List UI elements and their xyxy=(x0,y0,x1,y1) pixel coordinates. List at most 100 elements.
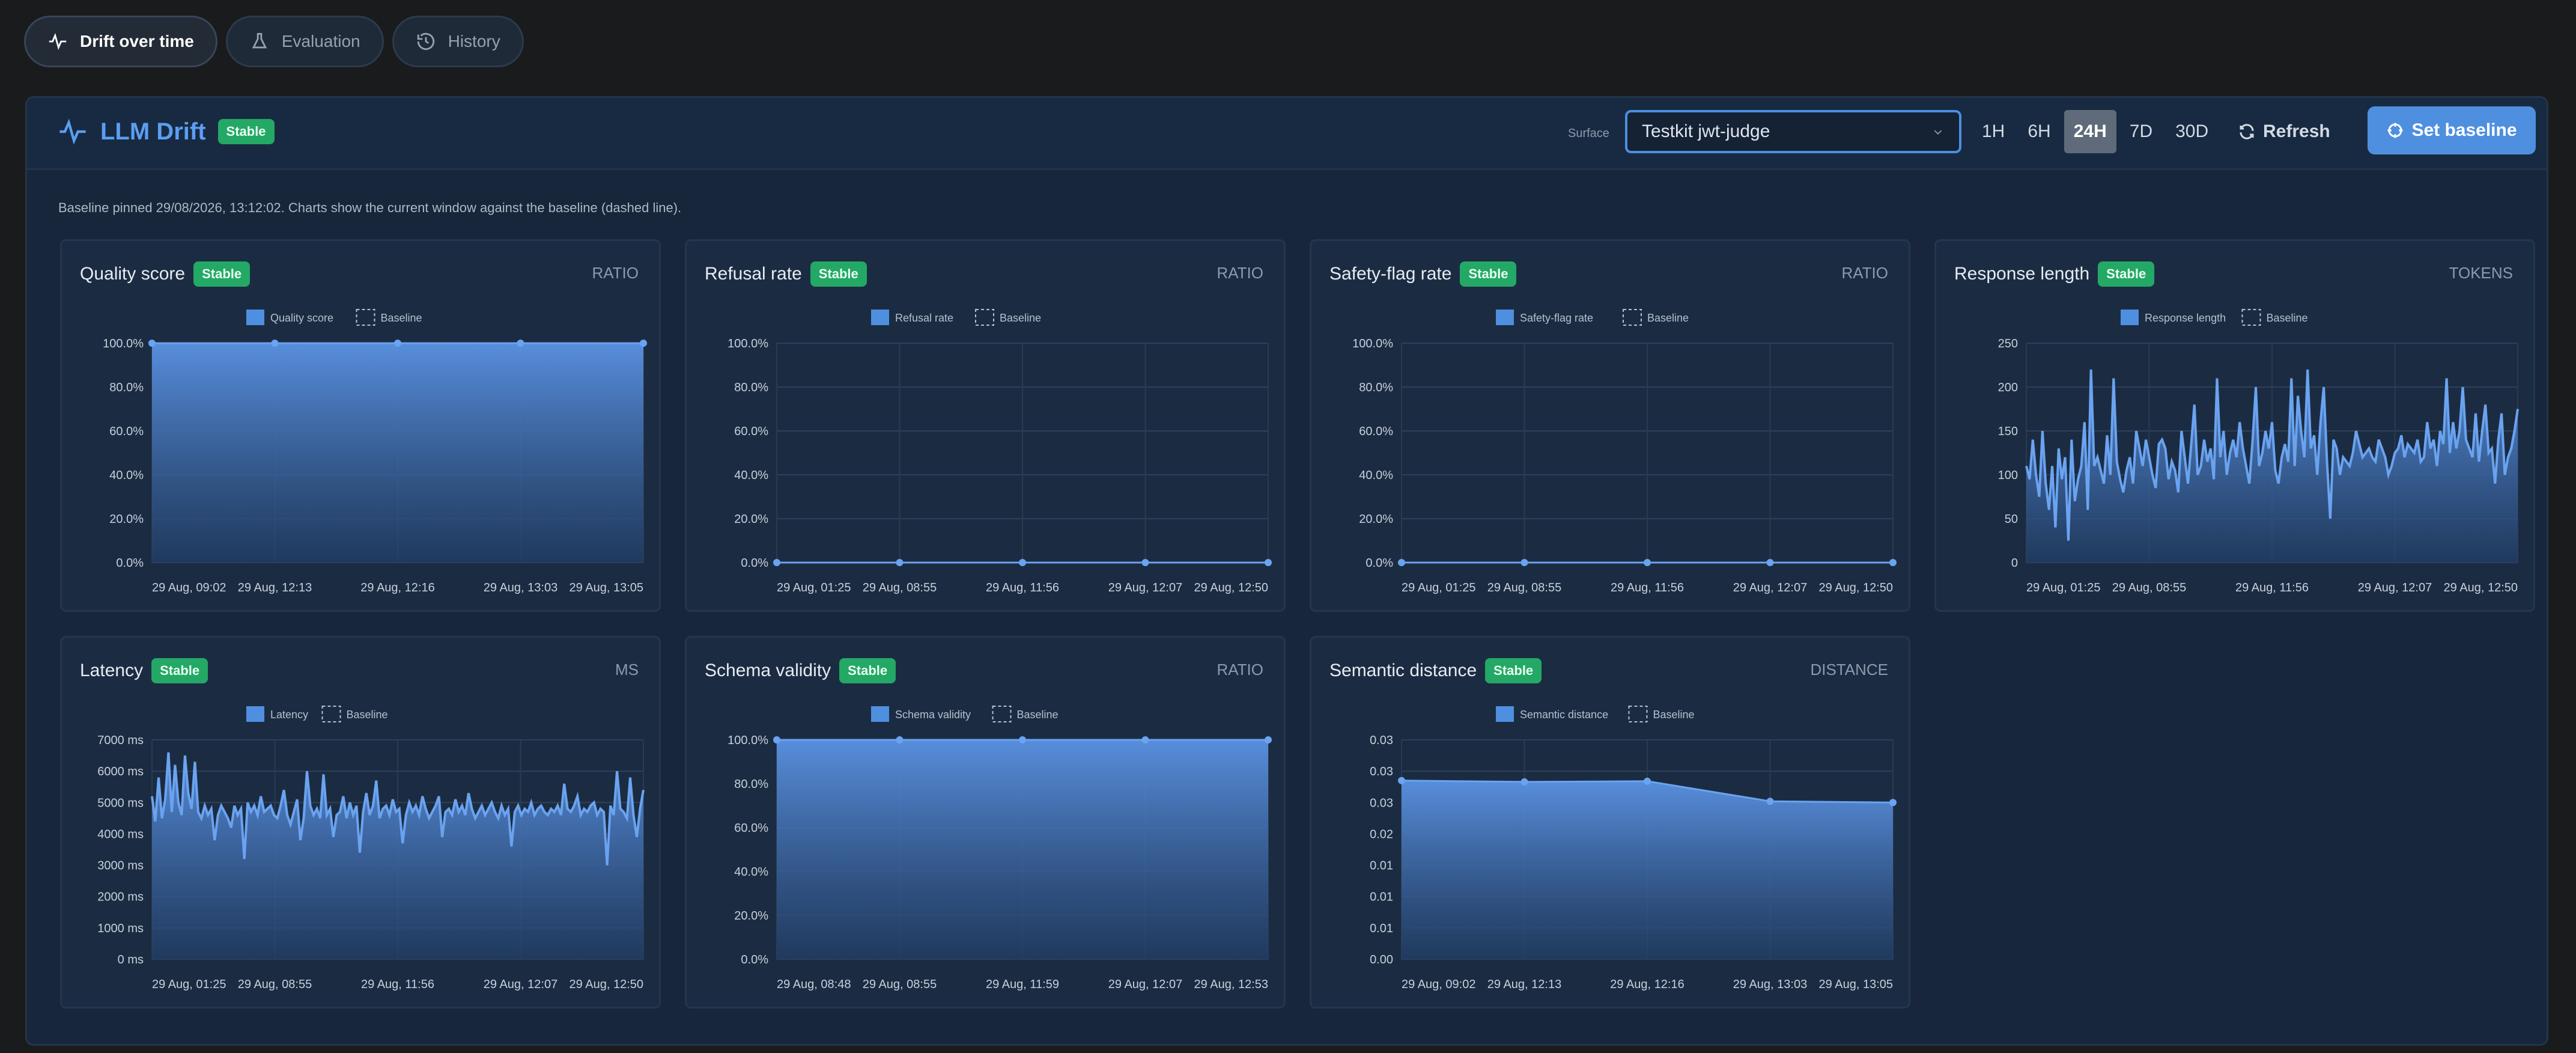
data-point xyxy=(1520,778,1528,786)
series-area xyxy=(1402,780,1893,959)
data-point xyxy=(1766,559,1774,566)
chart-card-schema-validity: Schema validity Stable RATIO Schema validit… xyxy=(685,636,1286,1009)
x-tick-label: 29 Aug, 12:53 xyxy=(1194,978,1268,991)
set-baseline-button[interactable]: Set baseline xyxy=(2368,106,2536,154)
chart-legend[interactable]: Refusal rate Baseline xyxy=(871,309,1041,326)
y-tick-label: 80.0% xyxy=(734,381,768,394)
y-tick-label: 0.03 xyxy=(1370,796,1393,810)
legend-label: Baseline xyxy=(1000,312,1041,324)
range-7d[interactable]: 7D xyxy=(2129,121,2153,141)
legend-swatch-series xyxy=(246,310,264,325)
y-tick-label: 4000 ms xyxy=(97,828,144,841)
y-tick-label: 3000 ms xyxy=(97,859,144,873)
status-badge: Stable xyxy=(217,119,275,144)
y-tick-label: 5000 ms xyxy=(97,796,144,810)
x-tick-label: 29 Aug, 11:56 xyxy=(2235,581,2309,594)
surface-select[interactable]: Testkit jwt-judge xyxy=(1625,110,1961,153)
x-tick-label: 29 Aug, 01:25 xyxy=(152,978,226,991)
chart-card-semantic-distance: Semantic distance Stable DISTANCE Semantic … xyxy=(1310,636,1910,1009)
time-range-selector: 1H 6H 24H 7D 30D xyxy=(1972,110,2218,153)
x-tick-label: 29 Aug, 13:05 xyxy=(1819,978,1893,991)
drift-brand: LLM Drift Stable xyxy=(57,116,275,147)
tab-label: Drift over time xyxy=(80,32,194,50)
y-tick-label: 0 ms xyxy=(118,953,144,966)
tab-evaluation[interactable]: Evaluation xyxy=(225,16,384,67)
x-tick-label: 29 Aug, 12:13 xyxy=(238,581,312,594)
data-point xyxy=(271,340,279,347)
x-tick-label: 29 Aug, 12:07 xyxy=(484,978,557,991)
chart-legend[interactable]: Semantic distance Baseline xyxy=(1496,706,1695,722)
chart-legend[interactable]: Safety-flag rate Baseline xyxy=(1496,309,1689,326)
legend-label: Latency xyxy=(270,709,308,721)
legend-label: Refusal rate xyxy=(895,312,953,324)
data-point xyxy=(1141,736,1149,743)
y-tick-label: 50 xyxy=(2005,513,2018,526)
card-title: Response length Stable xyxy=(1954,261,2155,287)
y-tick-label: 40.0% xyxy=(109,469,144,482)
y-tick-label: 0.0% xyxy=(741,953,768,966)
x-tick-label: 29 Aug, 09:02 xyxy=(152,581,226,594)
x-tick-label: 29 Aug, 13:05 xyxy=(570,581,643,594)
series-area xyxy=(777,740,1268,959)
refresh-icon xyxy=(2240,124,2254,139)
series-line xyxy=(2025,369,2519,541)
y-tick-label: 60.0% xyxy=(1359,425,1393,438)
card-title: Schema validity Stable xyxy=(705,658,896,683)
pulse-icon xyxy=(59,118,86,145)
chart-refusal-rate: Refusal rate Baseline 0.0% 20.0% 40.0% 60.0% 8… xyxy=(728,309,1272,594)
y-tick-label: 40.0% xyxy=(734,469,768,482)
y-tick-label: 100.0% xyxy=(728,734,768,747)
card-title-text: Refusal rate xyxy=(705,264,802,284)
y-tick-label: 0.03 xyxy=(1370,765,1393,778)
chart-schema-validity: Schema validity Baseline 0.0% 20.0% 40.0% 60.… xyxy=(728,706,1272,991)
data-point xyxy=(1889,559,1897,566)
data-point xyxy=(640,340,647,347)
refresh-button[interactable]: Refresh xyxy=(2238,110,2330,153)
view-tabs: Drift over time Evaluation History xyxy=(24,16,524,67)
data-point xyxy=(1398,777,1405,784)
card-unit: DISTANCE xyxy=(1810,661,1888,679)
data-point xyxy=(1889,799,1897,807)
y-tick-label: 0 xyxy=(2011,557,2018,570)
data-point xyxy=(517,340,524,347)
chart-latency: Latency Baseline 0 ms 1000 ms 2000 ms 3000 ms… xyxy=(97,706,645,991)
y-tick-label: 20.0% xyxy=(734,513,768,526)
legend-swatch-baseline xyxy=(1623,309,1642,326)
range-1h[interactable]: 1H xyxy=(1982,121,2005,141)
status-badge: Stable xyxy=(810,261,867,287)
chart-legend[interactable]: Quality score Baseline xyxy=(246,309,422,326)
chart-legend[interactable]: Response length Baseline xyxy=(2121,309,2308,326)
tab-history[interactable]: History xyxy=(392,16,524,67)
chart-semantic-distance: Semantic distance Baseline 0.00 0.01 0.01 0.0… xyxy=(1370,706,1897,991)
card-title: Safety-flag rate Stable xyxy=(1329,261,1517,287)
data-point xyxy=(148,340,156,347)
chart-legend[interactable]: Schema validity Baseline xyxy=(871,706,1059,722)
x-tick-label: 29 Aug, 11:56 xyxy=(361,978,434,991)
legend-swatch-baseline xyxy=(975,309,994,326)
drift-toolbar: LLM Drift Stable Surface Testkit jwt-jud… xyxy=(27,98,2547,170)
card-title-text: Schema validity xyxy=(705,661,831,680)
x-tick-label: 29 Aug, 08:55 xyxy=(2112,581,2186,594)
chart-legend[interactable]: Latency Baseline xyxy=(246,706,388,722)
y-tick-label: 20.0% xyxy=(109,513,144,526)
y-tick-label: 100.0% xyxy=(728,337,768,350)
range-24h[interactable]: 24H xyxy=(2064,110,2116,153)
y-tick-label: 0.01 xyxy=(1370,922,1393,935)
x-tick-label: 29 Aug, 11:59 xyxy=(986,978,1059,991)
status-badge: Stable xyxy=(151,658,208,683)
data-point xyxy=(1265,559,1272,566)
y-tick-label: 0.0% xyxy=(116,557,144,570)
x-tick-label: 29 Aug, 09:02 xyxy=(1402,978,1475,991)
tab-drift-over-time[interactable]: Drift over time xyxy=(24,16,217,67)
data-point xyxy=(1398,559,1405,566)
y-tick-label: 7000 ms xyxy=(97,734,144,747)
status-badge: Stable xyxy=(1485,658,1542,683)
range-30d[interactable]: 30D xyxy=(2175,121,2209,141)
legend-label: Baseline xyxy=(2267,312,2308,324)
surface-value: Testkit jwt-judge xyxy=(1642,121,1770,141)
y-tick-label: 60.0% xyxy=(734,822,768,835)
card-unit: RATIO xyxy=(592,264,639,282)
range-6h[interactable]: 6H xyxy=(2028,121,2051,141)
legend-swatch-series xyxy=(2121,310,2139,325)
card-title: Semantic distance Stable xyxy=(1329,658,1542,683)
